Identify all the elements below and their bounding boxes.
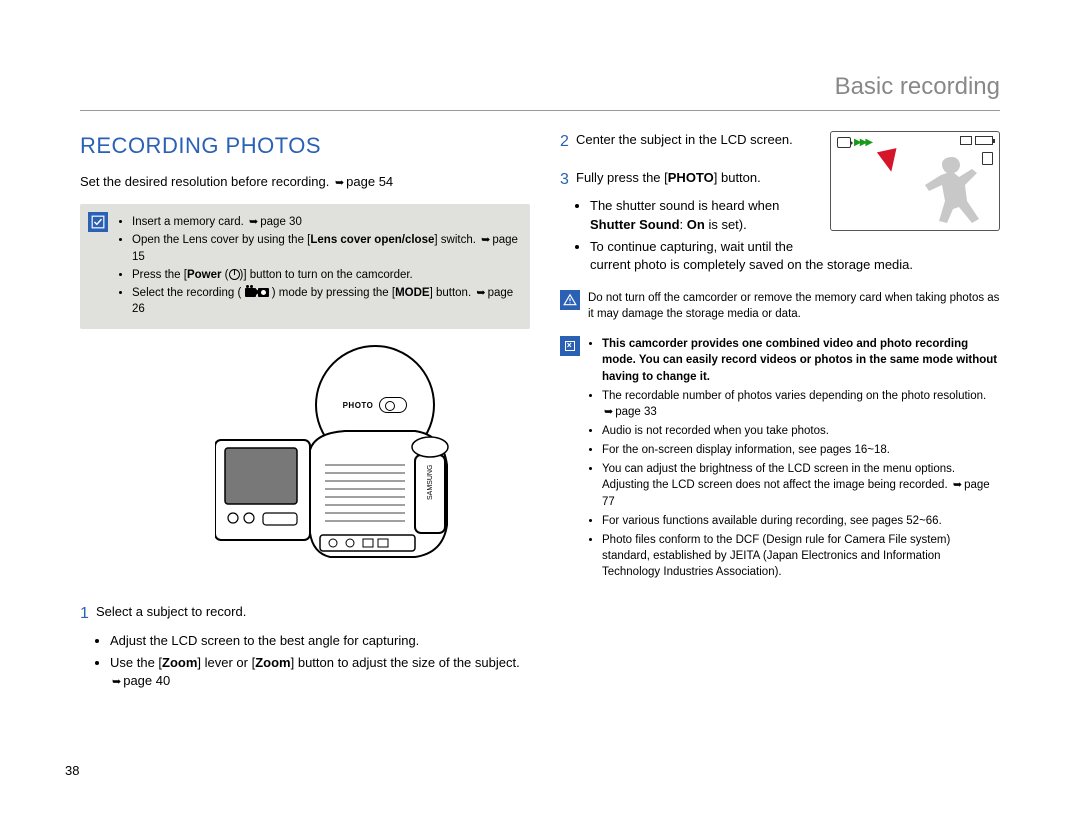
intro-ref: page 54	[346, 174, 393, 189]
note-icon	[560, 336, 580, 356]
list-item: You can adjust the brightness of the LCD…	[602, 461, 1000, 510]
manual-page: Basic recording RECORDING PHOTOS Set the…	[0, 0, 1080, 734]
list-item: Photo files conform to the DCF (Design r…	[602, 532, 1000, 580]
arrow-icon	[333, 174, 346, 189]
video-mode-icon	[245, 288, 256, 297]
play-icon: ▶▶▶	[854, 136, 871, 150]
camera-illustration: PHOTO	[145, 345, 465, 585]
photo-button-label: PHOTO	[343, 400, 374, 411]
camera-icon	[837, 137, 851, 148]
arrow-icon	[247, 216, 260, 228]
check-icon	[88, 212, 108, 232]
photo-mode-icon	[258, 288, 269, 297]
list-item: Select the recording ( ) mode by pressin…	[132, 285, 518, 317]
left-column: RECORDING PHOTOS Set the desired resolut…	[80, 131, 530, 695]
list-item: Press the [Power ()] button to turn on t…	[132, 267, 518, 283]
power-icon	[229, 269, 240, 280]
arrow-icon	[602, 406, 615, 418]
intro-text: Set the desired resolution before record…	[80, 173, 530, 191]
subject-silhouette	[917, 149, 987, 224]
notes-block: This camcorder provides one combined vid…	[560, 336, 1000, 583]
step-text: Fully press the [PHOTO] button.	[576, 169, 820, 191]
lcd-top-left-icons: ▶▶▶	[837, 136, 871, 150]
intro-span: Set the desired resolution before record…	[80, 174, 333, 189]
warning-note: Do not turn off the camcorder or remove …	[560, 290, 1000, 322]
battery-icon	[975, 136, 993, 145]
page-number: 38	[65, 762, 79, 780]
list-item: For various functions available during r…	[602, 513, 1000, 529]
content-columns: RECORDING PHOTOS Set the desired resolut…	[80, 131, 1000, 695]
list-item: To continue capturing, wait until the cu…	[590, 238, 1000, 274]
section-title: RECORDING PHOTOS	[80, 131, 530, 162]
notes-list: This camcorder provides one combined vid…	[588, 336, 1000, 583]
list-item: This camcorder provides one combined vid…	[602, 336, 1000, 384]
list-item: Insert a memory card. page 30	[132, 214, 518, 230]
list-item: Use the [Zoom] lever or [Zoom] button to…	[110, 654, 530, 691]
svg-text:SAMSUNG: SAMSUNG	[427, 465, 434, 500]
breadcrumb: Basic recording	[80, 70, 1000, 110]
status-icon	[960, 136, 972, 145]
camcorder-drawing: SAMSUNG	[215, 425, 455, 565]
warning-text: Do not turn off the camcorder or remove …	[588, 290, 1000, 322]
right-column: ▶▶▶ 2 Center the subject in the LCD scre…	[560, 131, 1000, 695]
arrow-icon	[951, 479, 964, 491]
step-3: 3 Fully press the [PHOTO] button.	[560, 169, 820, 191]
prereq-box: Insert a memory card. page 30 Open the L…	[80, 204, 530, 329]
step-number: 1	[80, 603, 96, 625]
photo-button-icon	[379, 397, 407, 413]
lcd-preview: ▶▶▶	[830, 131, 1000, 231]
focus-pointer-icon	[877, 148, 901, 174]
list-item: Open the Lens cover by using the [Lens c…	[132, 232, 518, 264]
list-item: Audio is not recorded when you take phot…	[602, 423, 1000, 439]
arrow-icon	[110, 673, 123, 688]
divider	[80, 110, 1000, 111]
list-item: For the on-screen display information, s…	[602, 442, 1000, 458]
step-1-bullets: Adjust the LCD screen to the best angle …	[80, 632, 530, 691]
prereq-list: Insert a memory card. page 30 Open the L…	[120, 214, 518, 317]
warning-icon	[560, 290, 580, 310]
step-2: 2 Center the subject in the LCD screen.	[560, 131, 820, 153]
lcd-top-right-icons	[960, 136, 993, 145]
arrow-icon	[479, 234, 492, 246]
step-number: 3	[560, 169, 576, 191]
arrow-icon	[474, 287, 487, 299]
step-text: Center the subject in the LCD screen.	[576, 131, 820, 153]
list-item: Adjust the LCD screen to the best angle …	[110, 632, 530, 650]
step-number: 2	[560, 131, 576, 153]
step-text: Select a subject to record.	[96, 603, 530, 625]
list-item: The recordable number of photos varies d…	[602, 388, 1000, 420]
step-1: 1 Select a subject to record.	[80, 603, 530, 625]
